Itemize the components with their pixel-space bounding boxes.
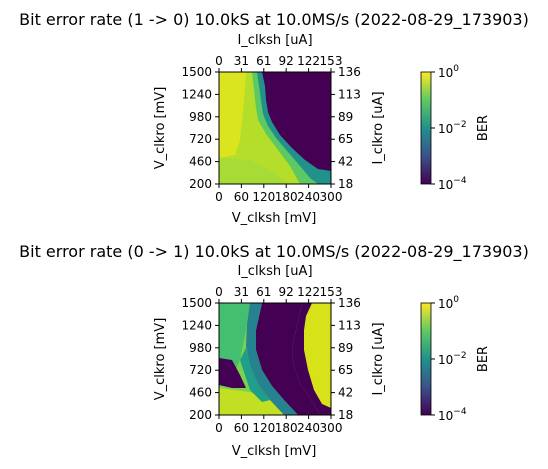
chart-title-1: Bit error rate (1 -> 0) 10.0kS at 10.0MS… [19, 10, 529, 30]
secondary-y-tick-label: 42 [338, 155, 353, 169]
x-ticks-top-2: 0 31 61 92 122 153 [215, 285, 342, 303]
secondary-y-tick-label: 136 [338, 296, 361, 310]
secondary-y-axis-label-2: I_clkro [uA] [371, 322, 386, 395]
plot-frame-2 [218, 302, 332, 416]
secondary-y-tick-label: 113 [338, 318, 361, 332]
y-axis-label-1: V_clkro [mV] [153, 87, 168, 170]
x-tick-label: 0 [215, 190, 223, 204]
heatmap-region-saturated-1 [219, 72, 246, 158]
x-tick-label: 240 [297, 190, 320, 204]
x-tick-label: 240 [297, 421, 320, 435]
heatmap-region-dark-right-2 [292, 303, 331, 415]
y-tick-label: 1240 [181, 87, 212, 101]
secondary-y-tick-label: 136 [338, 65, 361, 79]
secondary-y-tick-label: 65 [338, 363, 353, 377]
colorbar-label-1: BER [476, 115, 491, 141]
heatmap-panel-1: Bit error rate (1 -> 0) 10.0kS at 10.0MS… [19, 10, 529, 226]
y-ticks-right-2: 18 42 65 89 113 136 [331, 296, 361, 422]
secondary-x-tick-label: 0 [215, 285, 223, 299]
y-tick-label: 980 [189, 341, 212, 355]
colorbar-2: 100 10−2 10−4 BER [420, 295, 491, 423]
y-tick-label: 200 [189, 408, 212, 422]
secondary-y-tick-label: 89 [338, 110, 353, 124]
colorbar-label-2: BER [476, 346, 491, 372]
colorbar-tick-1-bottom: 10−4 [438, 176, 467, 192]
secondary-y-tick-label: 18 [338, 408, 353, 422]
heatmap-area-1 [219, 72, 331, 184]
colorbar-tick-1-top: 100 [438, 64, 459, 80]
y-tick-label: 200 [189, 177, 212, 191]
colorbar-gradient-1 [420, 71, 432, 185]
y-tick-label: 1500 [181, 65, 212, 79]
secondary-y-axis-label-1: I_clkro [uA] [371, 91, 386, 164]
x-ticks-bottom-2: 0 60 120 180 240 300 [215, 415, 342, 435]
secondary-x-tick-label: 122 [297, 285, 320, 299]
y-tick-label: 1240 [181, 318, 212, 332]
y-tick-label: 720 [189, 132, 212, 146]
plot-frame-1 [218, 71, 332, 185]
colorbar-tick-2-bottom: 10−4 [438, 407, 467, 423]
y-tick-label: 1500 [181, 296, 212, 310]
x-ticks-bottom-1: 0 60 120 180 240 300 [215, 184, 342, 204]
secondary-x-tick-label: 31 [234, 54, 249, 68]
y-ticks-left-2: 200 460 720 980 1240 1500 [181, 296, 219, 422]
heatmap-region-teal-inner-2 [240, 346, 270, 402]
colorbar-tick-2-top: 100 [438, 295, 459, 311]
heatmap-region-teal-band-2 [246, 303, 298, 415]
heatmap-region-high-ber-right-2 [304, 303, 331, 408]
x-tick-label: 300 [320, 421, 343, 435]
y-ticks-right-1: 18 42 65 89 113 136 [331, 65, 361, 191]
x-tick-label: 0 [215, 421, 223, 435]
x-tick-label: 180 [275, 421, 298, 435]
y-tick-label: 460 [189, 386, 212, 400]
secondary-x-tick-label: 31 [234, 285, 249, 299]
secondary-x-tick-label: 153 [320, 285, 343, 299]
secondary-x-axis-label-1: I_clksh [uA] [237, 33, 312, 48]
secondary-x-tick-label: 61 [256, 285, 271, 299]
x-tick-label: 60 [234, 421, 249, 435]
heatmap-panel-2: Bit error rate (0 -> 1) 10.0kS at 10.0MS… [19, 242, 529, 459]
colorbar-1: 100 10−2 10−4 BER [420, 64, 491, 192]
secondary-x-tick-label: 92 [279, 54, 294, 68]
y-ticks-left-1: 200 460 720 980 1240 1500 [181, 65, 219, 191]
secondary-y-tick-label: 113 [338, 87, 361, 101]
x-tick-label: 300 [320, 190, 343, 204]
secondary-y-tick-label: 89 [338, 341, 353, 355]
secondary-y-tick-label: 65 [338, 132, 353, 146]
x-axis-label-1: V_clksh [mV] [232, 211, 317, 226]
y-tick-label: 720 [189, 363, 212, 377]
heatmap-region-low-ber-band-2 [256, 303, 320, 415]
heatmap-region-bottom-strip-1 [219, 158, 290, 184]
secondary-x-axis-label-2: I_clksh [uA] [237, 264, 312, 279]
secondary-x-tick-label: 153 [320, 54, 343, 68]
secondary-x-tick-label: 0 [215, 54, 223, 68]
secondary-y-tick-label: 18 [338, 177, 353, 191]
x-tick-label: 180 [275, 190, 298, 204]
colorbar-gradient-2 [420, 302, 432, 416]
y-tick-label: 460 [189, 155, 212, 169]
x-axis-label-2: V_clksh [mV] [232, 444, 317, 459]
x-tick-label: 60 [234, 190, 249, 204]
heatmap-area-2 [219, 303, 331, 415]
secondary-x-tick-label: 92 [279, 285, 294, 299]
y-tick-label: 980 [189, 110, 212, 124]
secondary-x-tick-label: 61 [256, 54, 271, 68]
colorbar-tick-2-mid: 10−2 [438, 351, 467, 367]
secondary-y-tick-label: 42 [338, 386, 353, 400]
chart-title-2: Bit error rate (0 -> 1) 10.0kS at 10.0MS… [19, 242, 529, 262]
x-ticks-top-1: 0 31 61 92 122 153 [215, 54, 342, 72]
x-tick-label: 120 [252, 190, 275, 204]
secondary-x-tick-label: 122 [297, 54, 320, 68]
y-axis-label-2: V_clkro [mV] [153, 318, 168, 401]
colorbar-tick-1-mid: 10−2 [438, 120, 467, 136]
heatmap-region-dark-left-2 [219, 358, 246, 388]
x-tick-label: 120 [252, 421, 275, 435]
